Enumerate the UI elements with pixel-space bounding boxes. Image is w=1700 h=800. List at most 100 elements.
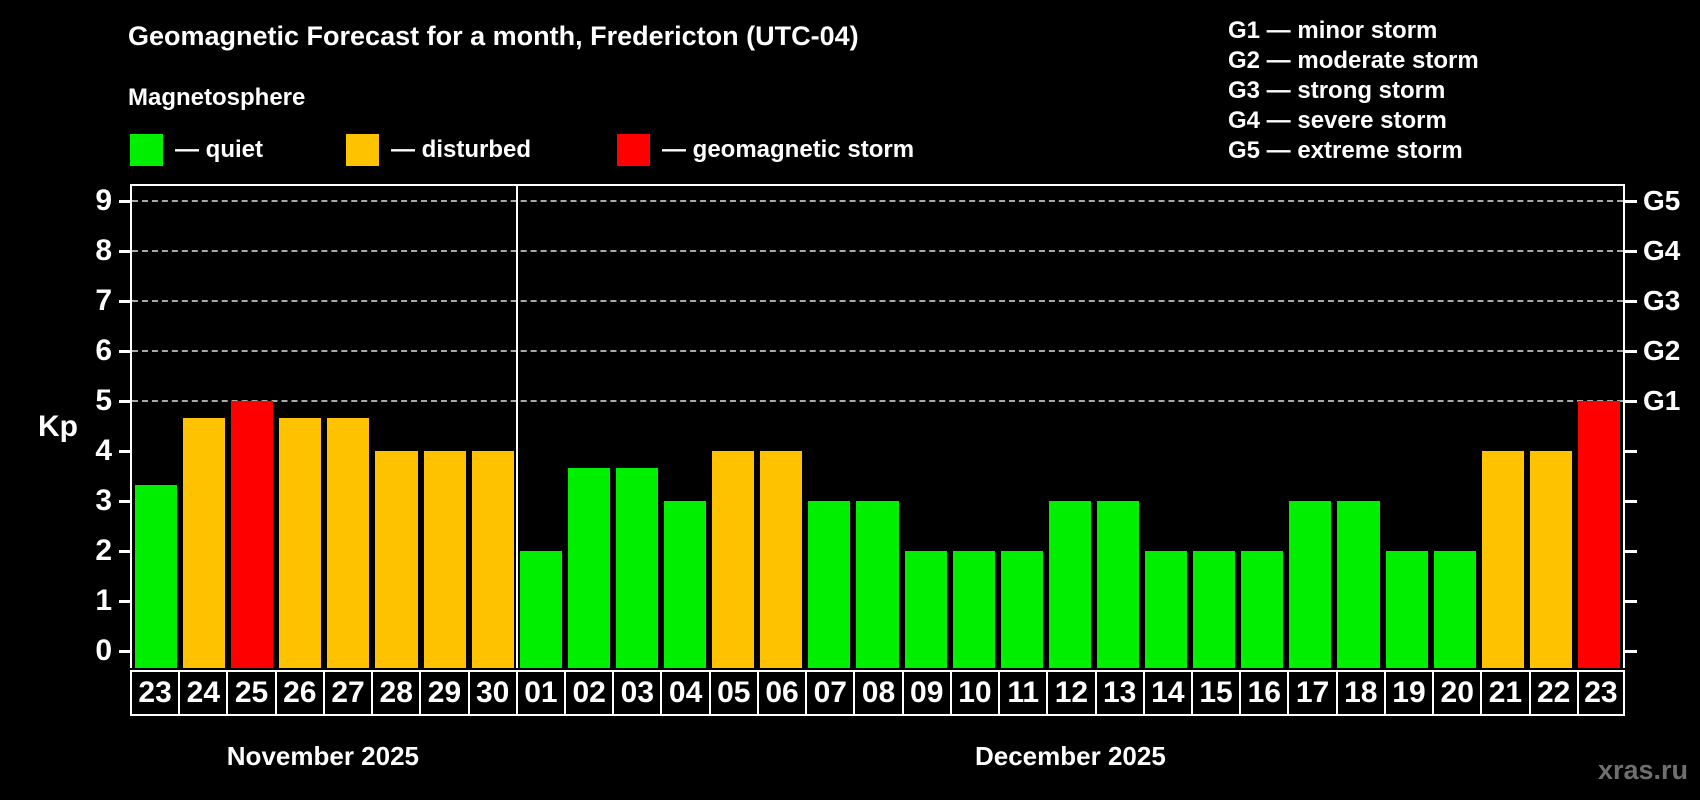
day-label: 15	[1190, 670, 1242, 716]
kp-bar-dec-20	[1433, 551, 1476, 668]
kp-bar-dec-06	[760, 451, 803, 668]
y-axis-tick-label: 7	[95, 284, 112, 317]
kp-bar-dec-17	[1289, 501, 1332, 668]
y-axis-tick-label: 2	[95, 534, 112, 567]
y-axis-tick-label: 3	[95, 484, 112, 517]
day-label: 26	[274, 670, 325, 716]
y-axis-tick	[119, 550, 131, 553]
y-axis-tick	[119, 600, 131, 603]
day-label: 07	[805, 670, 856, 716]
day-label: 12	[1046, 670, 1097, 716]
g-scale-label: G4	[1643, 235, 1681, 266]
day-label: 23	[1576, 670, 1625, 716]
kp-bar-nov-29	[423, 451, 466, 668]
kp-bar-dec-05	[712, 451, 755, 668]
y-axis-tick-label: 6	[95, 334, 112, 367]
disturbed-swatch	[346, 133, 379, 166]
kp-bar-dec-13	[1096, 501, 1140, 668]
day-label: 20	[1432, 670, 1483, 716]
kp-bar-dec-04	[664, 501, 707, 668]
legend-item-disturbed: — disturbed	[346, 133, 531, 166]
y-axis-tick	[119, 450, 131, 453]
kp-bar-nov-23	[135, 484, 178, 668]
day-label: 14	[1142, 670, 1193, 716]
storm-swatch	[617, 133, 650, 166]
y-axis-tick	[119, 350, 131, 353]
legend-item-quiet: — quiet	[130, 133, 263, 166]
plot-inner	[132, 186, 1623, 668]
right-axis-tick	[1625, 200, 1637, 203]
kp-bar-dec-23	[1577, 401, 1620, 668]
kp-bar-nov-27	[327, 417, 370, 668]
kp-bar-dec-19	[1385, 551, 1428, 668]
legend-label-storm: — geomagnetic storm	[662, 136, 915, 163]
right-axis-tick	[1625, 300, 1637, 303]
kp-bar-nov-24	[183, 417, 226, 668]
kp-bar-dec-15	[1193, 551, 1236, 668]
y-axis-tick-label: 1	[95, 584, 112, 617]
kp-bar-dec-09	[904, 551, 947, 668]
day-label: 01	[515, 670, 567, 716]
quiet-swatch	[130, 133, 163, 166]
kp-bar-dec-10	[952, 551, 995, 668]
g-level-gridline	[132, 250, 1623, 252]
right-axis-tick	[1625, 400, 1637, 403]
plot-area	[130, 184, 1625, 668]
chart-title: Geomagnetic Forecast for a month, Freder…	[128, 21, 859, 51]
kp-bar-dec-12	[1048, 501, 1091, 668]
right-axis-tick	[1625, 550, 1637, 553]
day-label: 10	[949, 670, 1001, 716]
g-scale-label: G5	[1643, 185, 1681, 216]
kp-bar-nov-26	[279, 417, 322, 668]
kp-bar-dec-16	[1241, 551, 1284, 668]
day-label: 03	[612, 670, 663, 716]
day-label: 17	[1287, 670, 1338, 716]
day-label: 18	[1335, 670, 1386, 716]
g-scale-label: G2	[1643, 335, 1681, 366]
month-separator-line	[515, 186, 518, 668]
right-axis-tick	[1625, 250, 1637, 253]
y-axis-tick-label: 8	[95, 234, 112, 267]
day-label: 25	[226, 670, 277, 716]
y-axis-tick-label: 0	[95, 634, 112, 667]
g-scale-label: G3	[1643, 285, 1681, 316]
storm-scale-item: G3 — strong storm	[1228, 77, 1446, 104]
storm-scale-item: G1 — minor storm	[1228, 17, 1438, 44]
right-axis-tick	[1625, 650, 1637, 653]
storm-scale-item: G4 — severe storm	[1228, 107, 1447, 134]
day-label: 02	[564, 670, 615, 716]
legend-item-storm: — geomagnetic storm	[617, 133, 914, 166]
day-label: 13	[1094, 670, 1145, 716]
day-label: 04	[660, 670, 711, 716]
g-level-gridline	[132, 400, 1623, 402]
day-label: 23	[130, 670, 181, 716]
kp-bar-dec-07	[808, 501, 851, 668]
day-label: 27	[322, 670, 374, 716]
y-axis-tick-label: 4	[95, 434, 112, 467]
day-label: 08	[853, 670, 904, 716]
kp-bar-dec-02	[567, 467, 610, 668]
kp-bar-dec-08	[856, 501, 899, 668]
kp-bar-nov-28	[375, 451, 418, 668]
day-label: 28	[371, 670, 422, 716]
y-axis-tick	[119, 250, 131, 253]
month-label-november: November 2025	[226, 741, 420, 771]
right-axis-tick	[1625, 350, 1637, 353]
y-axis-tick-label: 9	[95, 184, 112, 217]
g-level-gridline	[132, 200, 1623, 202]
day-label: 09	[901, 670, 952, 716]
kp-bar-dec-14	[1145, 551, 1188, 668]
kp-bar-dec-11	[1000, 551, 1043, 668]
storm-scale-item: G2 — moderate storm	[1228, 47, 1479, 74]
day-label: 24	[178, 670, 229, 716]
day-label: 29	[419, 670, 470, 716]
chart-subtitle: Magnetosphere	[128, 84, 306, 111]
y-axis-tick	[119, 200, 131, 203]
y-axis-tick	[119, 400, 131, 403]
watermark: xras.ru	[1597, 755, 1688, 785]
g-level-gridline	[132, 300, 1623, 302]
kp-bar-dec-21	[1481, 451, 1524, 668]
legend-label-quiet: — quiet	[175, 136, 263, 163]
right-axis-tick	[1625, 450, 1637, 453]
